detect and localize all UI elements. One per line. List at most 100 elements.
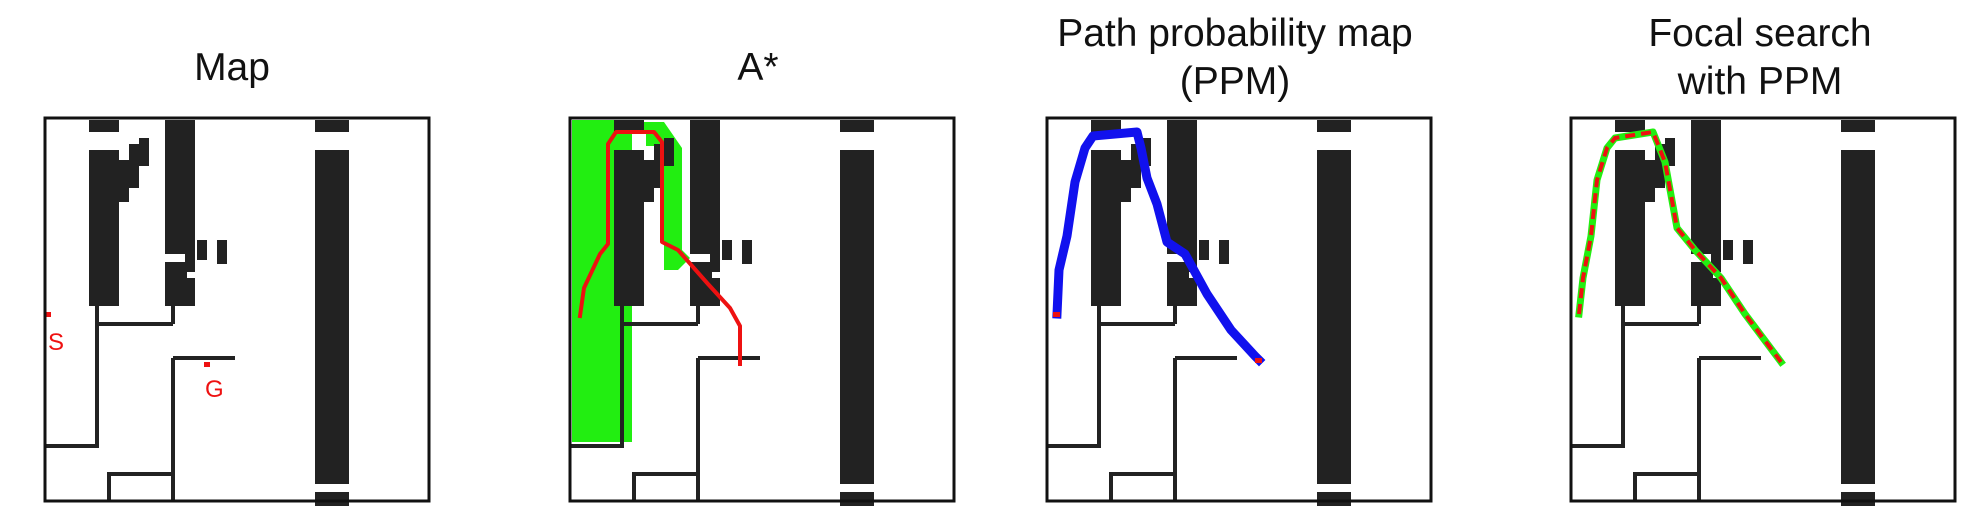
ppm-goal-marker (1255, 358, 1262, 363)
obstacle-astar-1 (690, 120, 720, 132)
obstacle-map-7 (165, 130, 195, 254)
obstacle-focal-10 (1711, 236, 1721, 270)
obstacle-map-12 (217, 240, 227, 264)
wall-astar-5 (632, 472, 698, 501)
goal-label: G (205, 376, 224, 403)
wall-map-5 (107, 472, 173, 501)
obstacle-ppm-5 (1131, 144, 1141, 188)
focal-path (1577, 129, 1783, 364)
obstacle-ppm-1 (1167, 120, 1197, 132)
goal-marker (204, 362, 210, 367)
obstacle-map-16 (315, 492, 349, 506)
obstacle-map-5 (129, 144, 139, 188)
wall-ppm-5 (1109, 472, 1175, 501)
obstacle-astar-7 (690, 130, 720, 254)
wall-astar-0 (570, 306, 624, 448)
title-line: Map (194, 46, 270, 89)
obstacle-ppm-4 (1121, 160, 1131, 202)
panel-title-focal: Focal search with PPM (1550, 10, 1970, 106)
title-line: A* (737, 46, 779, 89)
wall-map-0 (45, 306, 99, 448)
obstacle-focal-3 (1615, 150, 1645, 280)
obstacle-map-15 (315, 150, 349, 484)
obstacle-focal-2 (1841, 120, 1875, 132)
obstacle-astar-6 (664, 138, 674, 166)
focal-panel (1569, 116, 1957, 506)
obstacle-astar-4 (644, 160, 654, 202)
obstacle-ppm-7 (1167, 130, 1197, 254)
obstacle-focal-15 (1841, 150, 1875, 484)
obstacle-ppm-2 (1317, 120, 1351, 132)
astar-panel (568, 116, 956, 506)
obstacle-focal-8 (1691, 262, 1721, 272)
title-line: with PPM (1677, 60, 1843, 103)
obstacle-ppm-15 (1317, 150, 1351, 484)
obstacle-ppm-14 (1167, 278, 1197, 306)
obstacle-map-1 (165, 120, 195, 132)
title-line: Path probability map (1057, 12, 1413, 55)
obstacle-astar-8 (690, 262, 720, 272)
obstacle-map-13 (89, 278, 119, 306)
wall-focal-5 (1633, 472, 1699, 501)
astar-path (577, 130, 742, 366)
obstacle-map-9 (165, 268, 187, 278)
panel-title-ppm: Path probability map (PPM) (1025, 10, 1445, 106)
obstacle-focal-1 (1691, 120, 1721, 132)
obstacle-ppm-10 (1187, 236, 1197, 270)
obstacle-ppm-11 (1199, 240, 1209, 260)
obstacle-ppm-9 (1167, 268, 1189, 278)
obstacle-map-10 (185, 236, 195, 270)
obstacle-ppm-12 (1219, 240, 1229, 264)
title-line: (PPM) (1179, 60, 1291, 103)
map-frame-map (43, 116, 431, 503)
obstacle-map-2 (315, 120, 349, 132)
obstacle-astar-2 (840, 120, 874, 132)
obstacle-map-8 (165, 262, 195, 272)
obstacle-map-0 (89, 120, 119, 132)
title-line: Focal search (1648, 12, 1872, 55)
obstacle-focal-5 (1655, 144, 1665, 188)
obstacle-ppm-8 (1167, 262, 1197, 272)
start-marker (45, 312, 51, 317)
obstacle-map-6 (139, 138, 149, 166)
obstacle-astar-9 (690, 268, 712, 278)
obstacle-focal-16 (1841, 492, 1875, 506)
obstacle-astar-3 (614, 150, 644, 280)
obstacle-ppm-0 (1091, 120, 1121, 132)
obstacle-astar-0 (614, 120, 644, 132)
map-frame-focal (1569, 116, 1957, 503)
obstacle-map-4 (119, 160, 129, 202)
obstacle-astar-11 (722, 240, 732, 260)
obstacle-focal-11 (1723, 240, 1733, 260)
wall-focal-0 (1571, 306, 1625, 448)
obstacle-ppm-16 (1317, 492, 1351, 506)
obstacle-map-3 (89, 150, 119, 280)
obstacle-map-14 (165, 278, 195, 306)
ppm-panel (1045, 116, 1433, 506)
obstacle-ppm-3 (1091, 150, 1121, 280)
obstacle-focal-13 (1615, 278, 1645, 306)
map-frame-ppm (1045, 116, 1433, 503)
obstacle-focal-9 (1691, 268, 1713, 278)
obstacle-focal-12 (1743, 240, 1753, 264)
obstacle-focal-4 (1645, 160, 1655, 202)
obstacle-astar-10 (710, 236, 720, 270)
obstacle-ppm-13 (1091, 278, 1121, 306)
obstacle-astar-12 (742, 240, 752, 264)
obstacle-astar-15 (840, 150, 874, 484)
obstacle-focal-7 (1691, 130, 1721, 254)
start-label: S (48, 329, 64, 356)
obstacle-astar-16 (840, 492, 874, 506)
ppm-band (1052, 127, 1266, 367)
obstacle-focal-0 (1615, 120, 1645, 132)
wall-ppm-0 (1047, 306, 1101, 448)
obstacle-focal-14 (1691, 278, 1721, 306)
ppm-start-marker (1053, 312, 1060, 317)
obstacle-astar-5 (654, 144, 664, 188)
map-panel: SG (43, 116, 431, 506)
obstacle-astar-13 (614, 278, 644, 306)
obstacle-focal-6 (1665, 138, 1675, 166)
panel-title-map: Map (22, 44, 442, 92)
obstacle-map-11 (197, 240, 207, 260)
